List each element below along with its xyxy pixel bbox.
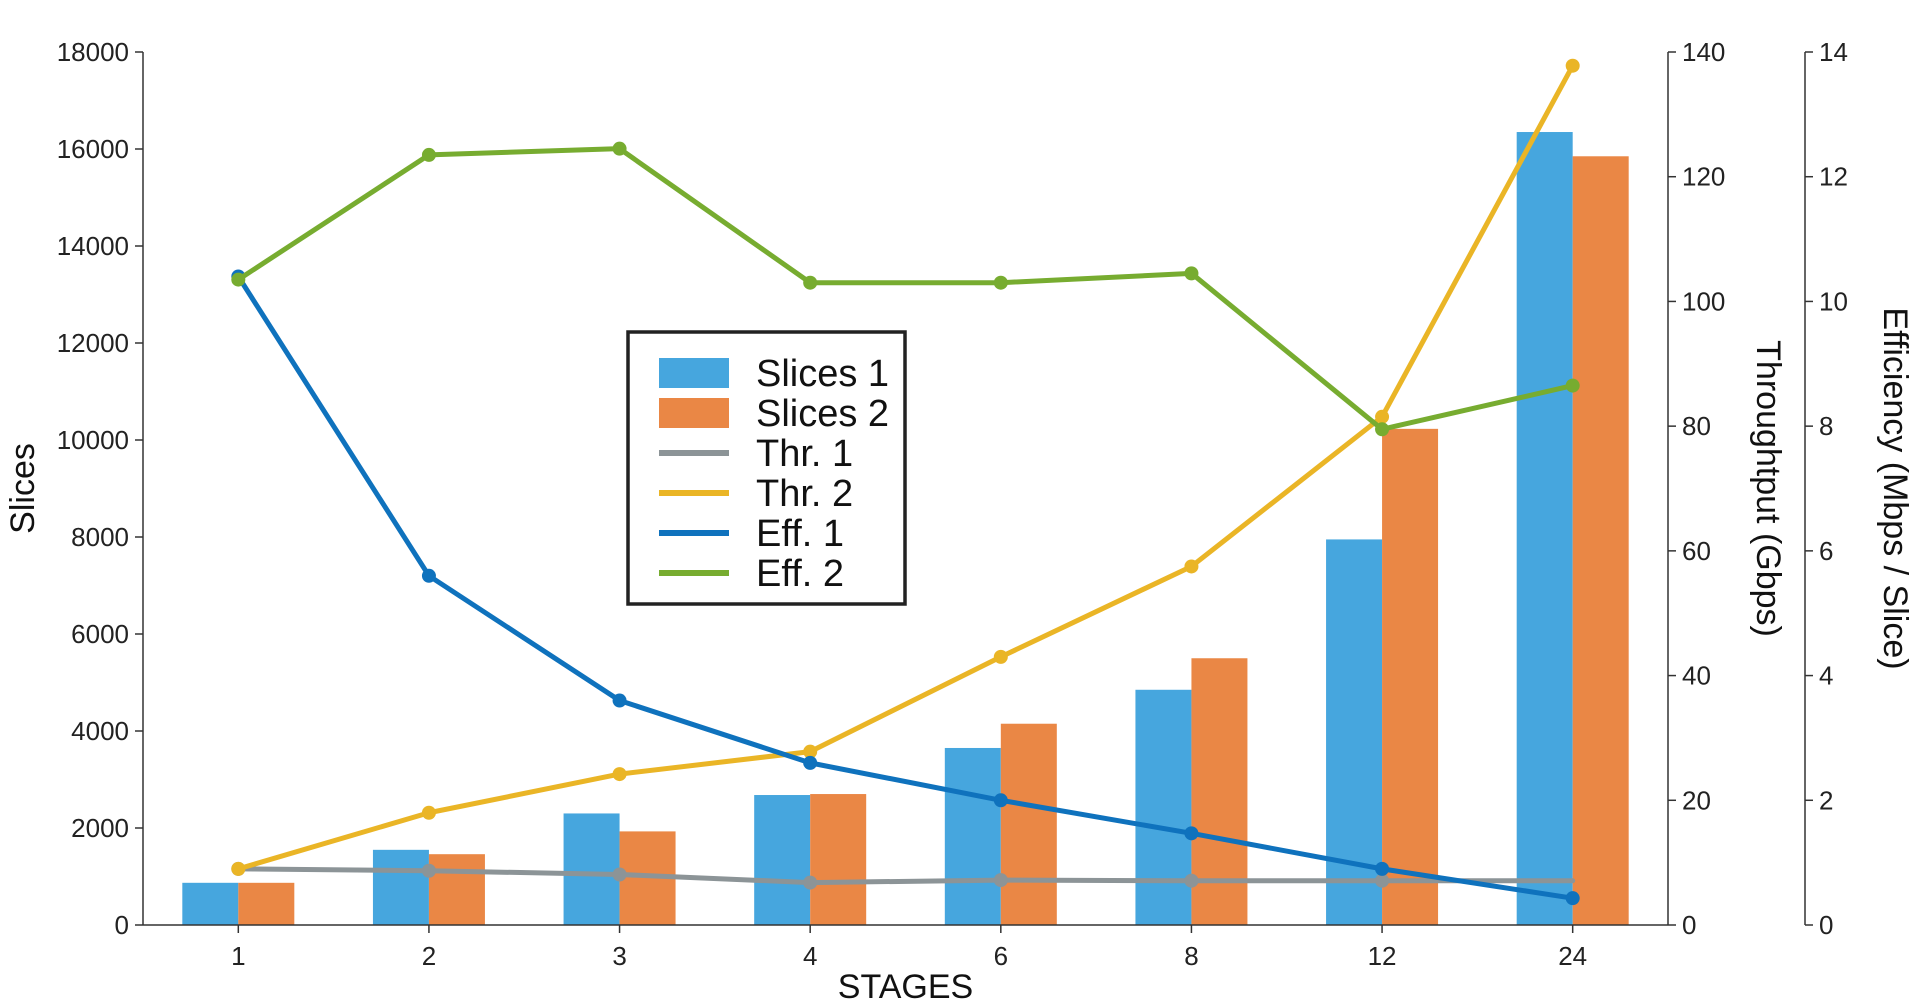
right2-axis-title: Efficiency (Mbps / Slice) <box>1876 307 1914 669</box>
point-eff-2-8 <box>1184 266 1199 281</box>
x-tick-label: 8 <box>1184 941 1198 971</box>
legend-label-slices-2: Slices 2 <box>756 393 889 435</box>
point-thr-1-6 <box>993 873 1008 888</box>
point-eff-1-8 <box>1184 826 1199 841</box>
point-eff-1-12 <box>1375 861 1390 876</box>
bar-slices-1-24 <box>1516 132 1573 925</box>
left-tick-label: 6000 <box>71 619 129 649</box>
right1-tick-label: 40 <box>1682 661 1711 691</box>
bar-slices-2-4 <box>810 794 867 925</box>
right2-tick-label: 2 <box>1819 785 1833 815</box>
left-tick-label: 14000 <box>57 231 129 261</box>
line-thr-2 <box>235 63 1576 872</box>
point-thr-2-2 <box>421 805 436 820</box>
point-eff-2-6 <box>993 275 1008 290</box>
line-eff-2 <box>235 146 1576 432</box>
point-thr-2-3 <box>612 767 627 782</box>
point-eff-2-1 <box>231 272 246 287</box>
right1-axis-title: Throughtput (Gbps) <box>1749 340 1787 637</box>
bar-slices-1-2 <box>372 849 429 925</box>
bar-slices-1-3 <box>563 813 620 925</box>
point-thr-1-8 <box>1184 873 1199 888</box>
point-thr-2-8 <box>1184 559 1199 574</box>
x-axis-title: STAGES <box>838 968 973 1006</box>
right2-tick-label: 10 <box>1819 286 1848 316</box>
right2-tick-label: 12 <box>1819 162 1848 192</box>
x-tick-label: 3 <box>612 941 626 971</box>
lines-layer <box>231 58 1580 906</box>
point-eff-1-6 <box>993 793 1008 808</box>
left-tick-label: 8000 <box>71 522 129 552</box>
bar-slices-2-12 <box>1382 428 1439 925</box>
point-eff-2-4 <box>803 275 818 290</box>
left-tick-label: 2000 <box>71 813 129 843</box>
right1-tick-label: 80 <box>1682 411 1711 441</box>
x-tick-label: 1 <box>231 941 245 971</box>
bar-slices-2-1 <box>238 882 295 925</box>
point-thr-1-12 <box>1375 873 1390 888</box>
right1-tick-label: 0 <box>1682 910 1696 940</box>
point-thr-2-6 <box>993 649 1008 664</box>
bar-slices-1-6 <box>944 747 1001 925</box>
right2-tick-label: 0 <box>1819 910 1833 940</box>
legend-label-eff-1: Eff. 1 <box>756 513 844 555</box>
bar-slices-1-1 <box>182 882 239 925</box>
point-eff-1-3 <box>612 693 627 708</box>
point-eff-2-12 <box>1375 422 1390 437</box>
right1-tick-label: 140 <box>1682 37 1725 67</box>
left-tick-label: 18000 <box>57 37 129 67</box>
bar-slices-2-8 <box>1191 658 1248 925</box>
x-tick-label: 2 <box>422 941 436 971</box>
point-eff-2-2 <box>421 147 436 162</box>
x-tick-label: 4 <box>803 941 817 971</box>
bar-slices-2-24 <box>1572 156 1629 925</box>
left-axis-title: Slices <box>4 443 42 534</box>
legend-label-eff-2: Eff. 2 <box>756 553 844 595</box>
left-tick-label: 12000 <box>57 328 129 358</box>
bar-slices-1-4 <box>754 795 811 925</box>
point-eff-2-3 <box>612 141 627 156</box>
axes-layer: 0200040006000800010000120001400016000180… <box>4 37 1914 1006</box>
point-thr-2-4 <box>803 744 818 759</box>
point-thr-2-1 <box>231 861 246 876</box>
point-thr-1-2 <box>421 863 436 878</box>
line-thr-1 <box>235 866 1576 886</box>
bar-slices-2-2 <box>428 854 485 925</box>
right1-tick-label: 20 <box>1682 785 1711 815</box>
left-tick-label: 4000 <box>71 716 129 746</box>
right1-tick-label: 120 <box>1682 162 1725 192</box>
bar-slices-1-8 <box>1135 689 1192 925</box>
right1-tick-label: 100 <box>1682 286 1725 316</box>
point-eff-2-24 <box>1565 378 1580 393</box>
legend-label-thr-2: Thr. 2 <box>756 473 853 515</box>
right2-tick-label: 6 <box>1819 536 1833 566</box>
right2-tick-label: 8 <box>1819 411 1833 441</box>
point-eff-1-4 <box>803 755 818 770</box>
left-tick-label: 10000 <box>57 425 129 455</box>
right2-tick-label: 14 <box>1819 37 1848 67</box>
point-eff-1-24 <box>1565 891 1580 906</box>
x-tick-label: 12 <box>1368 941 1397 971</box>
legend-swatch-slices-2 <box>659 398 729 428</box>
x-tick-label: 24 <box>1558 941 1587 971</box>
bars-layer <box>182 132 1629 925</box>
point-thr-1-4 <box>803 875 818 890</box>
legend-label-thr-1: Thr. 1 <box>756 433 853 475</box>
right1-tick-label: 60 <box>1682 536 1711 566</box>
bar-slices-2-6 <box>1000 723 1057 925</box>
point-thr-2-12 <box>1375 409 1390 424</box>
legend-swatch-slices-1 <box>659 358 729 388</box>
x-tick-label: 6 <box>994 941 1008 971</box>
legend-label-slices-1: Slices 1 <box>756 353 889 395</box>
point-thr-2-24 <box>1565 58 1580 73</box>
right2-tick-label: 4 <box>1819 661 1833 691</box>
left-tick-label: 0 <box>115 910 129 940</box>
point-eff-1-2 <box>421 568 436 583</box>
left-tick-label: 16000 <box>57 134 129 164</box>
line-eff-1 <box>235 273 1576 901</box>
point-thr-1-3 <box>612 867 627 882</box>
